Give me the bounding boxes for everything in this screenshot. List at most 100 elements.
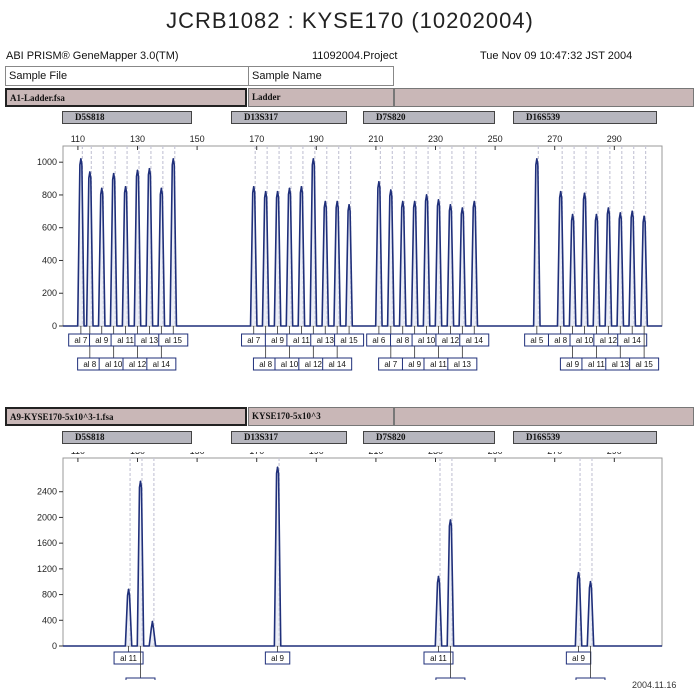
peak-point[interactable] xyxy=(300,185,303,188)
peak-point[interactable] xyxy=(312,158,315,160)
allele-label-box[interactable] xyxy=(447,357,478,371)
peak-point[interactable] xyxy=(139,480,142,483)
allele-label: al 10 xyxy=(105,360,123,369)
x-tick-label: 130 xyxy=(130,134,145,144)
allele-label: al 11 xyxy=(293,336,310,345)
peak-point[interactable] xyxy=(136,169,139,172)
marker-bin-d16s539[interactable]: D16S539 xyxy=(513,431,657,444)
x-tick-label: 290 xyxy=(607,134,622,144)
peak-point[interactable] xyxy=(288,187,291,190)
allele-label: al 9 xyxy=(271,654,284,663)
peak-point[interactable] xyxy=(112,172,115,175)
peak-point[interactable] xyxy=(172,158,175,160)
x-tick-label: 170 xyxy=(249,134,264,144)
peak-point[interactable] xyxy=(100,187,103,190)
allele-label: al 14 xyxy=(328,360,346,369)
peak-point[interactable] xyxy=(413,200,416,203)
peak-point[interactable] xyxy=(577,571,580,574)
allele-label-box[interactable] xyxy=(322,357,353,371)
marker-bin-d16s539[interactable]: D16S539 xyxy=(513,111,657,124)
peak-point[interactable] xyxy=(160,187,163,190)
peak-point[interactable] xyxy=(595,213,598,216)
allele-label: al 9 xyxy=(271,336,284,345)
peak-point[interactable] xyxy=(536,158,538,160)
sample-name-column-header[interactable]: Sample Name xyxy=(248,66,394,86)
allele-label-box[interactable] xyxy=(459,333,490,347)
peak-point[interactable] xyxy=(276,466,279,469)
allele-label-box[interactable] xyxy=(113,651,144,665)
peak-point[interactable] xyxy=(336,200,338,203)
peak-point[interactable] xyxy=(589,580,592,583)
peak-point[interactable] xyxy=(348,203,350,206)
x-tick-label: 270 xyxy=(547,452,562,456)
peak-point[interactable] xyxy=(449,203,452,206)
peak-point[interactable] xyxy=(631,210,633,213)
marker-bin-d7s820[interactable]: D7S820 xyxy=(363,431,495,444)
allele-label-box[interactable] xyxy=(264,651,291,665)
allele-label: al 11 xyxy=(430,654,447,663)
x-tick-label: 150 xyxy=(190,452,205,456)
peak-point[interactable] xyxy=(437,575,440,578)
peak-point[interactable] xyxy=(252,185,255,188)
y-tick-label: 1000 xyxy=(37,157,57,167)
peak-point[interactable] xyxy=(127,588,130,591)
peak-point[interactable] xyxy=(437,199,440,201)
allele-label-box[interactable] xyxy=(435,677,466,680)
peak-point[interactable] xyxy=(324,200,327,203)
peak-point[interactable] xyxy=(390,189,392,191)
peak-point[interactable] xyxy=(583,192,586,195)
allele-label-box[interactable] xyxy=(146,357,177,371)
allele-label: al 13 xyxy=(141,336,159,345)
peak-point[interactable] xyxy=(80,158,82,160)
peak-point[interactable] xyxy=(148,167,151,170)
peak-point[interactable] xyxy=(607,207,610,209)
marker-bin-d7s820[interactable]: D7S820 xyxy=(363,111,495,124)
allele-label: al 9 xyxy=(95,336,108,345)
sample-row-filler xyxy=(394,407,694,426)
x-tick-label: 150 xyxy=(190,134,205,144)
peak-point[interactable] xyxy=(151,620,154,623)
allele-label: al 7 xyxy=(384,360,397,369)
allele-label-box[interactable] xyxy=(125,677,156,680)
peak-point[interactable] xyxy=(643,215,645,218)
project-name: 11092004.Project xyxy=(312,50,398,62)
allele-label: al 15 xyxy=(165,336,183,345)
peak-point[interactable] xyxy=(378,181,380,183)
y-tick-label: 2000 xyxy=(37,512,57,522)
sample-name-cell[interactable]: Ladder xyxy=(248,88,394,107)
allele-label-box[interactable] xyxy=(334,333,365,347)
peak-point[interactable] xyxy=(449,519,452,521)
print-datetime: Tue Nov 09 10:47:32 JST 2004 xyxy=(480,50,633,62)
sample-file-column-header[interactable]: Sample File xyxy=(5,66,249,86)
peak-point[interactable] xyxy=(264,190,267,193)
peak-point[interactable] xyxy=(559,190,562,193)
allele-label: al 13 xyxy=(454,360,472,369)
allele-label-box[interactable] xyxy=(158,333,189,347)
marker-bin-d5s818[interactable]: D5S818 xyxy=(62,431,192,444)
allele-label: al 8 xyxy=(396,336,409,345)
peak-point[interactable] xyxy=(571,213,574,216)
marker-bin-d13s317[interactable]: D13S317 xyxy=(231,431,347,444)
plot-frame xyxy=(62,457,663,647)
peak-point[interactable] xyxy=(124,185,127,188)
allele-label-box[interactable] xyxy=(629,357,660,371)
peak-point[interactable] xyxy=(276,190,279,193)
peak-point[interactable] xyxy=(401,200,404,203)
sample-name-cell[interactable]: KYSE170-5x10^3 xyxy=(248,407,394,426)
peak-point[interactable] xyxy=(89,171,91,173)
signal-trace xyxy=(63,466,662,647)
sample-file-cell[interactable]: A9-KYSE170-5x10^3-1.fsa xyxy=(5,407,247,426)
peak-point[interactable] xyxy=(473,200,476,203)
allele-label: al 12 xyxy=(129,360,147,369)
allele-label-box[interactable] xyxy=(423,651,454,665)
peak-point[interactable] xyxy=(619,212,622,214)
peak-point[interactable] xyxy=(461,207,464,209)
x-tick-label: 250 xyxy=(488,452,503,456)
marker-bin-d13s317[interactable]: D13S317 xyxy=(231,111,347,124)
allele-label-box[interactable] xyxy=(575,677,606,680)
allele-label-box[interactable] xyxy=(617,333,648,347)
allele-label: al 6 xyxy=(372,336,385,345)
peak-point[interactable] xyxy=(425,194,428,196)
sample-file-cell[interactable]: A1-Ladder.fsa xyxy=(5,88,247,107)
marker-bin-d5s818[interactable]: D5S818 xyxy=(62,111,192,124)
